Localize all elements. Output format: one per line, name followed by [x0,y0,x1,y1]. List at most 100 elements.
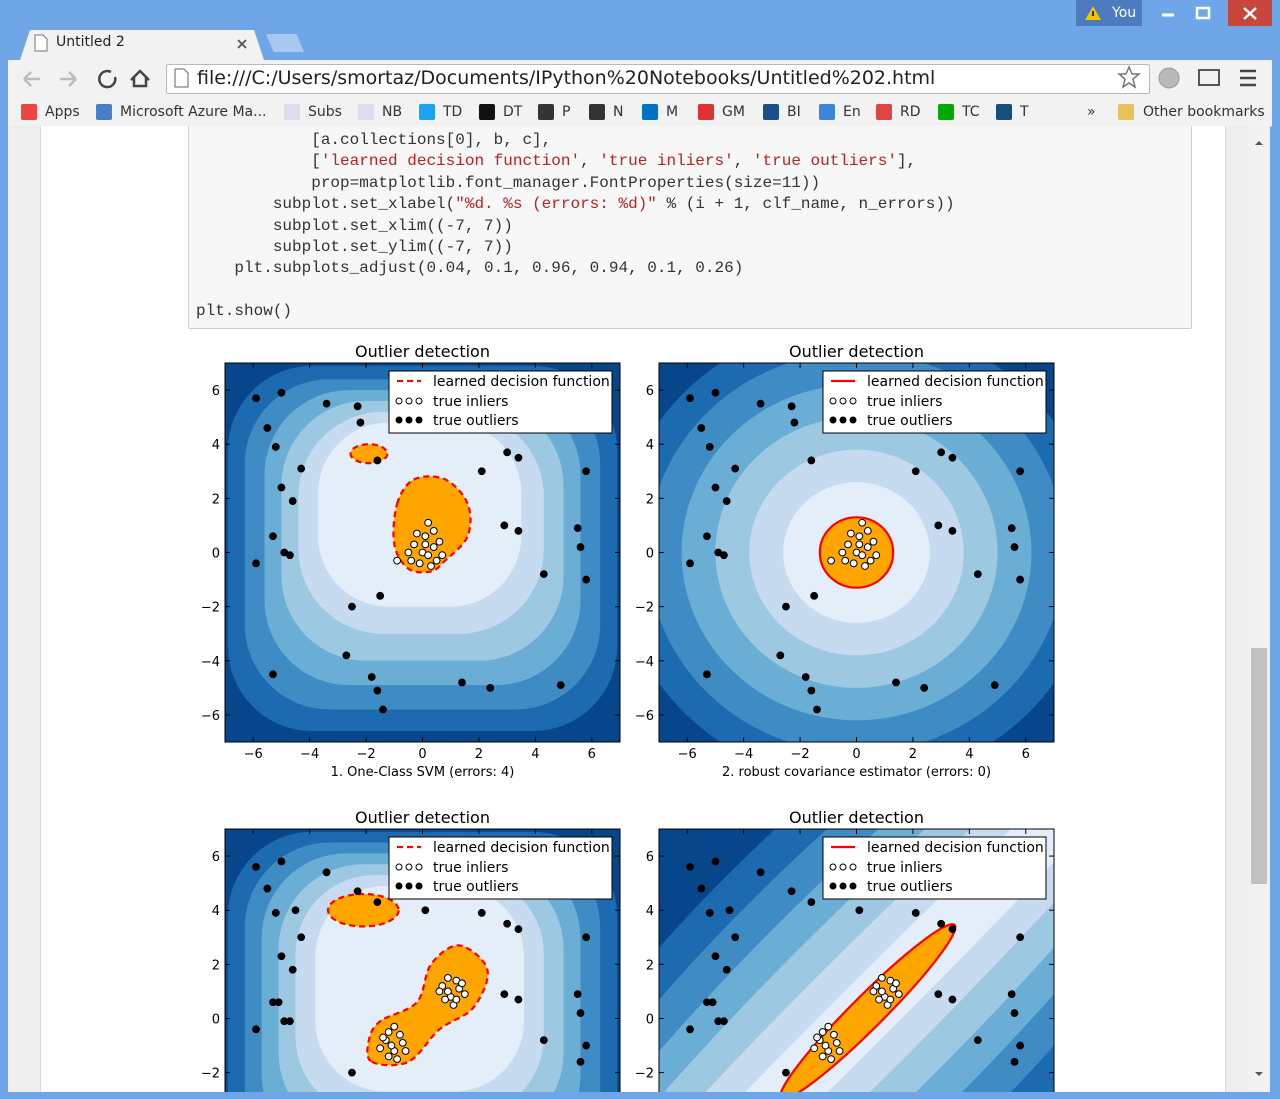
inlier-point [443,973,452,982]
y-tick-label: 2 [646,958,654,973]
inlier-point [869,987,878,996]
x-tick-label: 2 [475,747,483,762]
code-line: plt.subplots_adjust(0.04, 0.1, 0.96, 0.9… [196,258,743,278]
profile-badge[interactable]: You [1076,0,1142,26]
bookmark-icon [698,104,714,120]
bookmark[interactable]: TD [443,104,463,120]
tab[interactable] [20,30,264,60]
maximize[interactable] [1195,6,1211,20]
y-tick-label: −2 [201,601,220,616]
outlier-point [731,933,740,942]
legend-marker [839,882,847,890]
chart-title: Outlier detection [355,808,490,827]
code: [a.collections[0], b, c], ['learned deci… [196,130,1186,330]
outlier-point [582,467,591,476]
inlier-point [821,1041,830,1050]
menu[interactable] [1240,69,1256,87]
legend-marker [829,397,837,405]
legend-marker [415,882,423,890]
bookmark[interactable]: RD [900,104,921,120]
inlier-point [458,979,466,988]
cast[interactable] [1198,69,1220,86]
y-tick-label: 4 [212,438,220,453]
outlier-point [556,681,565,690]
bookmark[interactable]: P [562,104,571,120]
inlier-point [435,987,444,996]
inlier-point [869,537,878,546]
bookmark[interactable]: T [1020,104,1029,120]
inlier-point [855,540,864,549]
legend [388,836,613,900]
scroll-thumb[interactable] [1251,648,1267,884]
tab-title[interactable]: Untitled 2 [56,34,125,50]
outlier-point [1010,1057,1019,1066]
outlier-point [277,388,286,397]
star[interactable] [1116,65,1142,89]
code-token: plt.show() [196,302,293,321]
outlier-point [973,570,982,579]
outlier-point [348,1068,356,1077]
bookmark[interactable]: DT [503,104,523,120]
inlier-point [412,529,421,538]
outlier-point [297,464,306,473]
y-tick-label: −2 [635,1067,654,1082]
chart-title: Outlier detection [789,808,924,827]
url[interactable]: file:///C:/Users/smortaz/Documents/IPyth… [197,67,936,89]
bookmark[interactable]: Microsoft Azure Ma... [120,104,267,120]
inlier-point [398,1038,407,1047]
bookmark[interactable]: Subs [308,104,342,120]
outlier-point [787,402,796,411]
outlier-point [500,521,509,530]
home[interactable] [130,69,150,88]
inlier-point [813,1033,821,1042]
back[interactable] [23,71,40,87]
outlier-point [911,467,920,476]
legend-label: learned decision function [867,374,1044,390]
code-line: prop=matplotlib.font_manager.FontPropert… [196,173,820,193]
bookmark[interactable]: TC [962,104,980,120]
outlier-point [722,497,731,505]
bookmark[interactable]: BI [787,104,801,120]
outlier-point [973,1036,982,1045]
outlier-point [807,898,816,906]
legend-marker [839,397,847,405]
bookmark-overflow[interactable]: » [1087,104,1096,120]
bookmark[interactable]: N [613,104,624,120]
inlier-point [886,995,895,1004]
bookmark-icon [479,104,495,120]
inlier-point [835,1047,844,1055]
tab-close[interactable] [236,38,248,50]
outlier-point [756,868,765,877]
forward[interactable] [60,71,77,87]
reload[interactable] [98,69,117,89]
bookmark[interactable]: M [666,104,679,120]
inlier-point [387,1041,396,1050]
legend-marker [405,416,413,424]
outlier-point [353,402,362,411]
outlier-point [731,464,740,473]
bookmark[interactable]: En [843,104,861,120]
address-bar[interactable] [166,64,1150,94]
inlier-point [863,543,872,551]
bookmark[interactable]: GM [722,104,745,120]
outlier-point [697,424,706,432]
bookmark[interactable]: Apps [45,104,80,120]
outlier-point [263,424,272,432]
bookmark[interactable]: NB [382,104,403,120]
bookmark-icon [996,104,1012,120]
inlier-point [827,1055,836,1064]
code-line: ['learned decision function', 'true inli… [196,151,916,171]
code-cell[interactable] [188,126,1192,329]
other-bookmarks[interactable]: Other bookmarks [1143,104,1265,120]
legend-marker [839,863,847,871]
inlier-point [421,532,430,541]
extension[interactable] [1158,67,1180,89]
legend-marker [415,863,423,871]
inlier-point [415,559,424,568]
bookmark-icon [819,104,835,120]
code-token: 'learned decision function' [320,152,581,171]
code-token: , [733,152,753,171]
outlier-point [934,990,943,999]
legend-marker [849,397,857,405]
new-tab[interactable] [266,34,304,52]
